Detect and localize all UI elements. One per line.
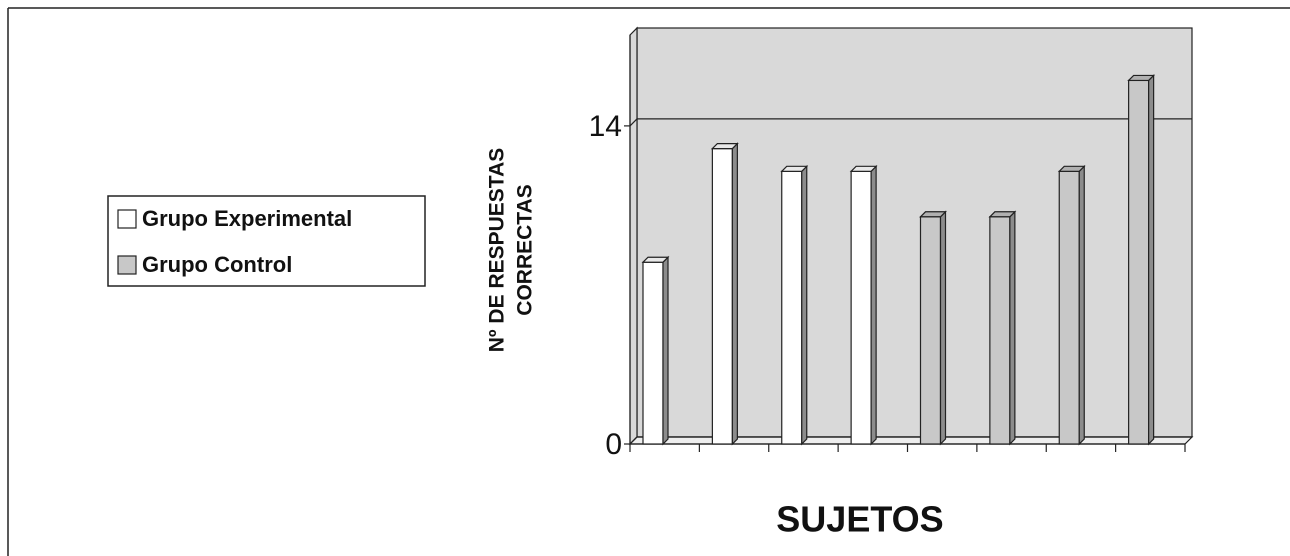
legend-label: Grupo Control	[142, 252, 292, 277]
y-label-line: CORRECTAS	[514, 184, 537, 315]
y-tick-label: 14	[589, 110, 622, 143]
bar-top	[710, 143, 739, 150]
bar	[1127, 73, 1156, 446]
bar-top	[988, 211, 1017, 218]
bar-top	[1057, 165, 1086, 172]
bar	[1057, 164, 1086, 446]
bar-top	[849, 165, 878, 172]
bar-front	[781, 170, 803, 445]
x-axis-label: SUJETOS	[776, 499, 943, 540]
bar-front	[1128, 79, 1150, 445]
y-axis-label: Nº DE RESPUESTAS CORRECTAS	[486, 148, 537, 352]
bar	[849, 164, 878, 446]
bar-side	[801, 164, 808, 446]
bar-side	[1009, 210, 1016, 446]
legend-swatch	[117, 255, 137, 275]
bar-top	[641, 256, 670, 263]
bar-front	[989, 216, 1011, 445]
bar-front	[850, 170, 872, 445]
bar-front	[1058, 170, 1080, 445]
bar	[988, 210, 1017, 446]
bar-side	[1148, 73, 1155, 446]
bar	[780, 164, 809, 446]
bar	[641, 255, 670, 446]
legend-label: Grupo Experimental	[142, 206, 352, 231]
bar-front	[642, 261, 664, 445]
bar-side	[662, 255, 669, 446]
bar	[919, 210, 947, 446]
y-tick-label: 0	[605, 428, 622, 461]
grid-line	[629, 118, 1192, 127]
bar-side	[870, 164, 877, 446]
bar-top	[1127, 74, 1156, 82]
y-label-line: Nº DE RESPUESTAS	[486, 148, 509, 352]
bar-side	[731, 142, 738, 446]
legend-swatch	[117, 209, 137, 229]
bar-top	[780, 165, 809, 172]
bar-front	[711, 148, 733, 445]
legend-box	[107, 195, 426, 287]
bar-top	[919, 211, 947, 218]
bar-side	[1078, 164, 1085, 446]
bar-side	[939, 210, 947, 446]
bar-front	[919, 216, 942, 445]
bar	[710, 142, 739, 446]
side-wall	[629, 26, 638, 446]
